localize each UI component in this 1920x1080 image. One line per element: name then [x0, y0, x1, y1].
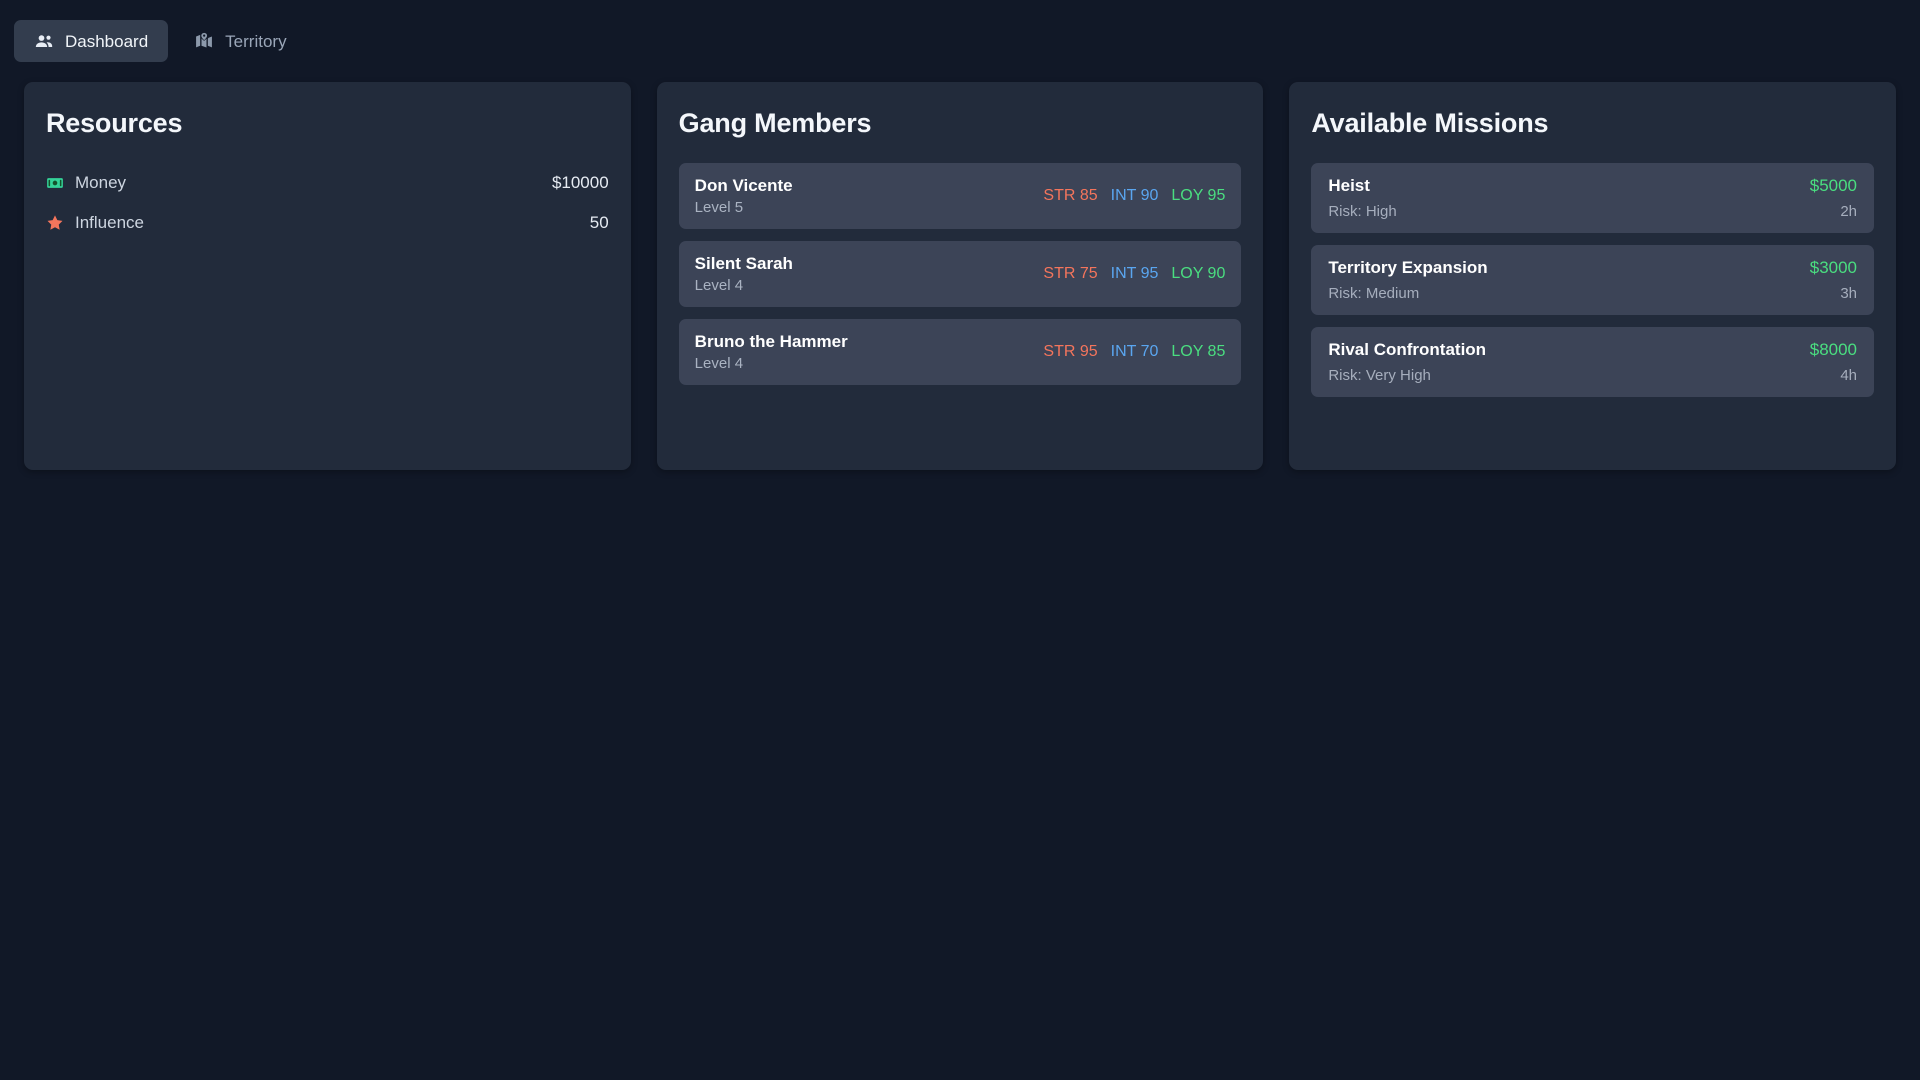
mission-duration: 4h — [1840, 367, 1858, 384]
tab-territory[interactable]: Territory — [174, 20, 306, 62]
gang-member-stat-str: STR 75 — [1043, 265, 1098, 282]
gang-member-stat-int: INT 90 — [1110, 187, 1159, 204]
map-pin-icon — [194, 31, 214, 51]
mission-reward: $3000 — [1809, 258, 1858, 277]
mission-row[interactable]: Heist $5000 Risk: High 2h — [1311, 163, 1875, 233]
dashboard-grid: Resources Money $10000 — [0, 68, 1920, 470]
users-icon — [34, 31, 54, 51]
resource-influence-label-group: Influence — [46, 213, 144, 233]
gang-member-stat-int: INT 95 — [1110, 265, 1159, 282]
gang-members-title: Gang Members — [678, 108, 872, 138]
mission-risk: Risk: Very High — [1328, 367, 1431, 384]
resource-influence-label: Influence — [75, 213, 144, 232]
gang-member-row[interactable]: Silent Sarah Level 4 STR 75 INT 95 LOY 9… — [678, 241, 1242, 307]
gang-member-name: Bruno the Hammer — [694, 332, 848, 351]
resource-money-label-group: Money — [46, 173, 126, 193]
mission-meta: Risk: Medium 3h — [1328, 285, 1857, 302]
gang-member-identity: Don Vicente Level 5 — [695, 176, 793, 216]
resources-card: Resources Money $10000 — [24, 82, 631, 470]
gang-member-stat-int: INT 70 — [1110, 343, 1159, 360]
mission-meta: Risk: Very High 4h — [1328, 367, 1857, 384]
gang-member-level: Level 4 — [694, 355, 744, 372]
resource-row-money: Money $10000 — [46, 163, 609, 203]
mission-risk: Risk: Medium — [1328, 285, 1420, 302]
gang-member-name: Silent Sarah — [694, 254, 793, 273]
resource-influence-value: 50 — [589, 213, 609, 232]
gang-member-name: Don Vicente — [694, 176, 793, 195]
mission-duration: 3h — [1840, 285, 1858, 302]
mission-header: Territory Expansion $3000 — [1328, 258, 1857, 278]
gang-member-level: Level 5 — [694, 199, 744, 216]
gang-member-identity: Bruno the Hammer Level 4 — [695, 332, 848, 372]
gang-member-row[interactable]: Don Vicente Level 5 STR 85 INT 90 LOY 95 — [678, 163, 1242, 229]
mission-header: Heist $5000 — [1328, 176, 1857, 196]
mission-header: Rival Confrontation $8000 — [1328, 340, 1857, 360]
gang-member-stat-str: STR 95 — [1043, 343, 1098, 360]
mission-row[interactable]: Rival Confrontation $8000 Risk: Very Hig… — [1311, 327, 1875, 397]
mission-reward: $5000 — [1809, 176, 1858, 195]
tab-dashboard-label: Dashboard — [65, 31, 149, 51]
gang-member-stat-loy: LOY 90 — [1171, 265, 1226, 282]
resource-money-label: Money — [75, 173, 127, 192]
main-navigation: Dashboard Territory — [0, 0, 1920, 68]
mission-name: Territory Expansion — [1328, 258, 1488, 277]
gang-members-card: Gang Members Don Vicente Level 5 STR 85 … — [656, 82, 1264, 470]
resources-title: Resources — [46, 108, 183, 138]
gang-member-stat-loy: LOY 95 — [1171, 187, 1226, 204]
available-missions-title: Available Missions — [1311, 108, 1549, 138]
gang-member-row[interactable]: Bruno the Hammer Level 4 STR 95 INT 70 L… — [678, 319, 1242, 385]
resource-row-influence: Influence 50 — [46, 203, 609, 243]
available-missions-card: Available Missions Heist $5000 Risk: Hig… — [1289, 82, 1897, 470]
gang-member-stats: STR 75 INT 95 LOY 90 — [1043, 265, 1225, 283]
mission-meta: Risk: High 2h — [1328, 203, 1857, 220]
mission-name: Heist — [1328, 176, 1370, 195]
gang-member-stat-str: STR 85 — [1043, 187, 1098, 204]
resource-money-value: $10000 — [551, 173, 609, 192]
gang-member-identity: Silent Sarah Level 4 — [695, 254, 793, 294]
mission-duration: 2h — [1840, 203, 1858, 220]
mission-row[interactable]: Territory Expansion $3000 Risk: Medium 3… — [1311, 245, 1875, 315]
gang-member-level: Level 4 — [694, 277, 744, 294]
gang-member-stats: STR 95 INT 70 LOY 85 — [1043, 343, 1225, 361]
mission-risk: Risk: High — [1328, 203, 1397, 220]
tab-territory-label: Territory — [225, 31, 287, 51]
gang-member-stats: STR 85 INT 90 LOY 95 — [1043, 187, 1225, 205]
star-icon — [46, 214, 64, 232]
money-icon — [46, 174, 64, 192]
tab-dashboard[interactable]: Dashboard — [14, 20, 169, 62]
mission-reward: $8000 — [1809, 340, 1858, 359]
mission-name: Rival Confrontation — [1328, 340, 1487, 359]
gang-member-stat-loy: LOY 85 — [1171, 343, 1226, 360]
